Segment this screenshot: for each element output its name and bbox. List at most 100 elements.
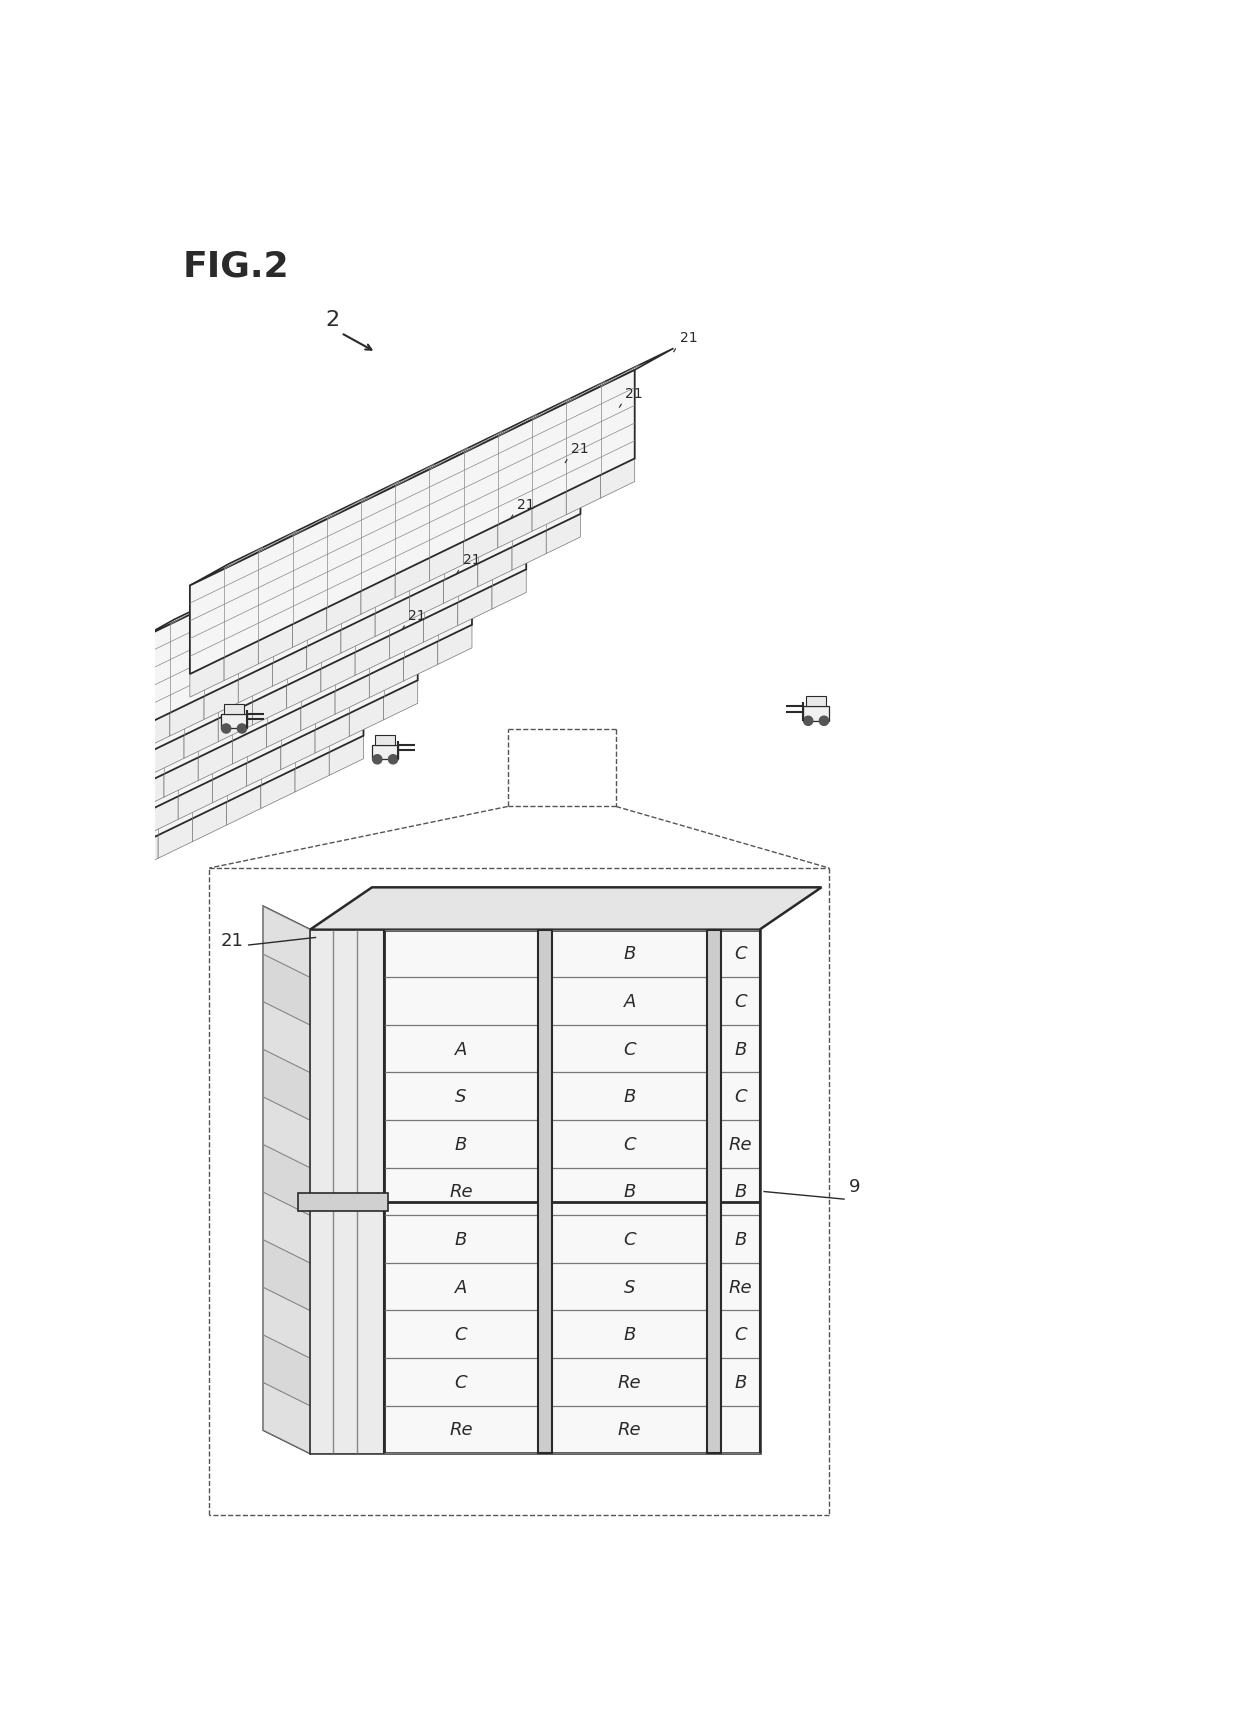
Polygon shape (164, 758, 198, 798)
Text: 9: 9 (848, 1179, 861, 1196)
Polygon shape (512, 531, 547, 570)
Polygon shape (355, 636, 389, 675)
Polygon shape (263, 1098, 310, 1168)
Text: B: B (455, 1135, 467, 1153)
Text: C: C (734, 992, 746, 1010)
Polygon shape (82, 768, 115, 808)
Text: C: C (624, 1230, 636, 1249)
Polygon shape (27, 538, 472, 841)
Polygon shape (299, 1192, 387, 1211)
Text: S: S (624, 1278, 635, 1296)
Polygon shape (538, 930, 552, 1454)
Polygon shape (273, 648, 306, 687)
Polygon shape (218, 703, 253, 743)
Polygon shape (376, 736, 396, 746)
Polygon shape (115, 753, 150, 793)
Polygon shape (41, 846, 76, 886)
Polygon shape (263, 1384, 310, 1454)
Polygon shape (330, 736, 363, 775)
Polygon shape (280, 731, 315, 770)
Polygon shape (260, 770, 295, 810)
Polygon shape (0, 648, 363, 951)
Text: B: B (455, 1230, 467, 1249)
Polygon shape (190, 370, 635, 675)
Text: FIG.2: FIG.2 (182, 250, 289, 283)
Text: A: A (455, 1278, 467, 1296)
Polygon shape (0, 625, 402, 863)
Polygon shape (429, 543, 464, 582)
Polygon shape (179, 781, 212, 820)
Polygon shape (424, 603, 458, 643)
Polygon shape (263, 955, 310, 1025)
Polygon shape (806, 696, 826, 706)
Polygon shape (95, 791, 130, 830)
Polygon shape (295, 753, 330, 793)
Polygon shape (76, 830, 110, 870)
Circle shape (804, 717, 812, 725)
Text: B: B (734, 1230, 746, 1249)
Polygon shape (804, 706, 830, 722)
Text: Re: Re (729, 1135, 753, 1153)
Text: B: B (624, 1182, 636, 1201)
Text: C: C (624, 1041, 636, 1058)
Polygon shape (310, 930, 759, 1454)
Polygon shape (190, 350, 673, 586)
Polygon shape (170, 696, 205, 736)
Polygon shape (247, 748, 280, 787)
Polygon shape (263, 1003, 310, 1073)
Polygon shape (403, 643, 438, 682)
Polygon shape (82, 481, 526, 786)
Polygon shape (263, 1192, 310, 1263)
Polygon shape (184, 718, 218, 758)
Polygon shape (135, 405, 619, 641)
Polygon shape (192, 803, 227, 843)
Text: B: B (734, 1182, 746, 1201)
Text: 21: 21 (408, 608, 427, 622)
Circle shape (820, 717, 828, 725)
Polygon shape (492, 570, 526, 610)
Polygon shape (27, 515, 511, 753)
Polygon shape (27, 824, 61, 863)
Polygon shape (0, 880, 7, 920)
Text: B: B (734, 1041, 746, 1058)
Polygon shape (464, 526, 497, 565)
Text: A: A (624, 992, 636, 1010)
Circle shape (237, 724, 247, 734)
Circle shape (388, 755, 398, 765)
Polygon shape (267, 708, 301, 748)
Polygon shape (376, 598, 409, 638)
Text: 21: 21 (680, 331, 697, 345)
Polygon shape (110, 813, 144, 853)
Polygon shape (409, 581, 444, 620)
Polygon shape (258, 625, 293, 665)
Polygon shape (327, 591, 361, 631)
Text: B: B (624, 944, 636, 963)
Polygon shape (198, 741, 232, 781)
Polygon shape (263, 906, 310, 977)
Polygon shape (335, 675, 370, 715)
Polygon shape (263, 906, 310, 1454)
Polygon shape (159, 818, 192, 858)
Polygon shape (0, 901, 21, 942)
Polygon shape (477, 548, 512, 588)
Polygon shape (135, 426, 580, 731)
Polygon shape (263, 1287, 310, 1358)
Polygon shape (310, 887, 821, 930)
Text: B: B (734, 1373, 746, 1390)
Polygon shape (253, 686, 286, 725)
Polygon shape (350, 698, 383, 737)
Text: Re: Re (729, 1278, 753, 1296)
Polygon shape (232, 725, 267, 765)
Polygon shape (301, 691, 335, 731)
Text: 21: 21 (517, 498, 534, 512)
Polygon shape (372, 746, 398, 760)
Polygon shape (383, 681, 418, 720)
Text: C: C (455, 1373, 467, 1390)
Polygon shape (130, 775, 164, 815)
Text: 21: 21 (625, 386, 644, 401)
Polygon shape (21, 886, 56, 925)
Polygon shape (0, 570, 456, 808)
Polygon shape (61, 808, 95, 848)
Text: S: S (455, 1087, 466, 1106)
Polygon shape (263, 1241, 310, 1311)
